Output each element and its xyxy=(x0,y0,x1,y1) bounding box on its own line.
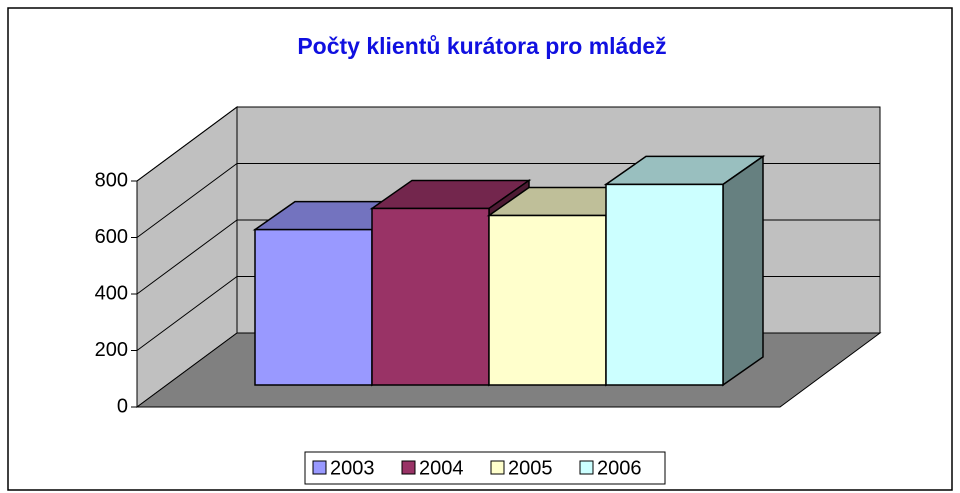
bar xyxy=(605,183,724,386)
legend-label: 2006 xyxy=(597,457,642,479)
legend-label: 2004 xyxy=(419,457,464,479)
y-tick-label: 800 xyxy=(95,169,128,191)
bar xyxy=(254,228,373,386)
y-tick-label: 600 xyxy=(95,226,128,248)
bar xyxy=(488,214,607,386)
legend-label: 2003 xyxy=(330,457,375,479)
y-tick-label: 200 xyxy=(95,339,128,361)
bar xyxy=(371,207,490,386)
chart-title: Počty klientů kurátora pro mládež xyxy=(297,33,666,59)
y-tick-label: 400 xyxy=(95,282,128,304)
legend-swatch xyxy=(579,460,594,475)
legend xyxy=(304,451,666,485)
grid-line xyxy=(136,106,880,182)
legend-swatch xyxy=(490,460,505,475)
legend-swatch xyxy=(401,460,416,475)
legend-label: 2005 xyxy=(508,457,553,479)
y-tick-label: 0 xyxy=(117,395,128,417)
legend-swatch xyxy=(312,460,327,475)
bar-side xyxy=(722,154,764,387)
